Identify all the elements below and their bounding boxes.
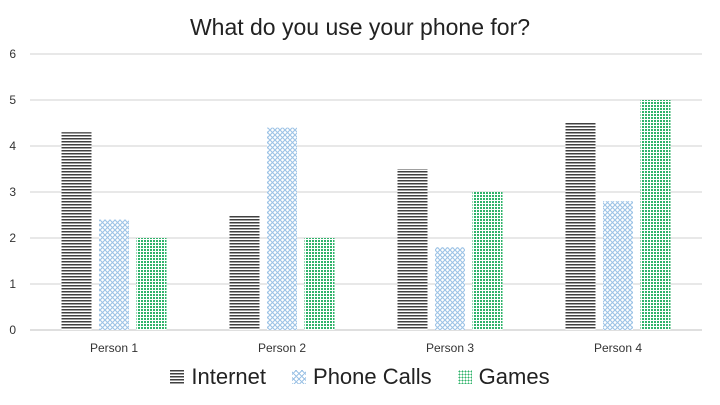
bar-games-person-1 [136,238,167,330]
legend-item-phone-calls: Phone Calls [292,364,432,390]
x-tick-label: Person 3 [426,341,474,355]
x-tick-label: Person 4 [594,341,642,355]
legend-label: Phone Calls [313,364,432,389]
y-tick-label: 6 [9,47,16,61]
bar-games-person-3 [472,192,503,330]
legend-item-internet: Internet [170,364,266,390]
bar-internet-person-4 [565,123,596,330]
bar-internet-person-3 [397,169,428,330]
y-tick-label: 5 [9,93,16,107]
bar-phone-calls-person-3 [435,247,465,330]
legend-label: Internet [191,364,267,389]
bar-internet-person-1 [61,132,92,330]
x-axis-tick-labels: Person 1 Person 2 Person 3 Person 4 [90,341,642,355]
legend-item-games: Games [457,364,550,390]
bar-internet-person-2 [229,215,260,330]
bar-phone-calls-person-1 [99,219,129,330]
legend-swatch [457,370,472,384]
x-tick-label: Person 2 [258,341,306,355]
gridlines [30,53,702,331]
y-tick-label: 4 [9,139,16,153]
bar-games-person-2 [304,238,335,330]
y-tick-label: 2 [9,231,16,245]
bars [61,100,671,330]
bar-games-person-4 [640,100,671,330]
legend-swatch [292,370,307,384]
x-tick-label: Person 1 [90,341,138,355]
legend-label: Games [478,364,550,389]
y-tick-label: 3 [9,185,16,199]
legend-swatch [170,370,185,384]
y-tick-label: 1 [9,277,16,291]
chart-title: What do you use your phone for? [189,14,531,40]
bar-phone-calls-person-4 [603,201,633,330]
legend: Internet Phone Calls Games [0,364,720,390]
bar-phone-calls-person-2 [267,127,297,330]
y-axis-tick-labels: 0 1 2 3 4 5 6 [9,47,16,337]
y-tick-label: 0 [9,323,16,337]
